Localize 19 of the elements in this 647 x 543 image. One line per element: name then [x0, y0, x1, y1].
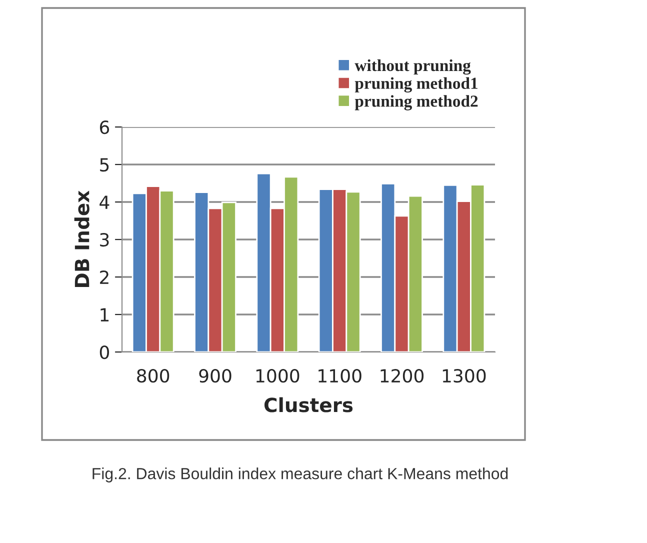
- x-tick-label: 1000: [256, 368, 300, 383]
- legend-label: without pruning: [354, 59, 471, 75]
- y-tick-label: 0: [100, 345, 109, 360]
- legend-label: pruning method2: [354, 95, 478, 110]
- x-tick-label: 800: [137, 368, 170, 383]
- y-axis-title: DB Index: [74, 190, 90, 287]
- x-tick-label: 1100: [318, 368, 362, 383]
- caption: Fig.2. Davis Bouldin index measure chart K-Means method: [92, 468, 508, 482]
- x-tick-label: 1300: [442, 368, 486, 383]
- x-axis-title: Clusters: [264, 397, 353, 412]
- x-tick-label: 1200: [380, 368, 424, 383]
- y-tick-label: 1: [100, 308, 109, 322]
- y-tick-label: 6: [100, 120, 110, 134]
- y-tick-label: 3: [100, 232, 109, 247]
- y-tick-label: 5: [100, 158, 109, 172]
- y-tick-label: 2: [100, 270, 108, 284]
- legend-label: pruning method1: [354, 77, 478, 92]
- y-tick-label: 4: [100, 196, 110, 209]
- x-tick-label: 900: [199, 368, 232, 383]
